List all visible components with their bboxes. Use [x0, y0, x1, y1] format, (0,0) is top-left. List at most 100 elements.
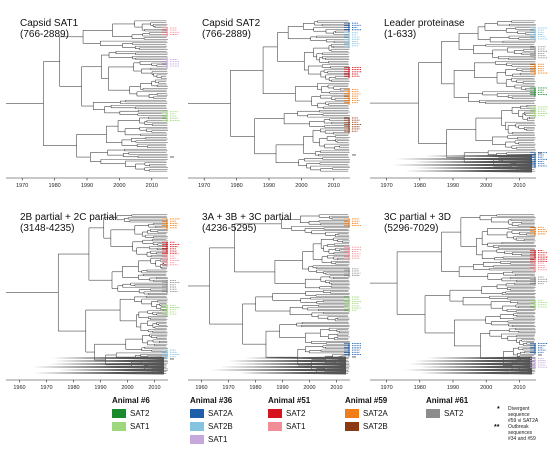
legend-item: SAT2B — [345, 422, 388, 431]
collapsed-clade — [408, 362, 532, 366]
collapsed-clade — [420, 371, 532, 375]
panel-title: 2B partial + 2C partial (3148-4235) — [20, 212, 116, 234]
legend-item: SAT2 — [426, 409, 463, 418]
axis-tick-label: 1970 — [16, 183, 28, 189]
axis-tick-label: 1980 — [249, 385, 261, 391]
panel-title: 3A + 3B + 3C partial (4236-5295) — [202, 212, 292, 234]
time-axis: 1970 1980 1990 2000 2010 — [370, 177, 536, 189]
legend-item: SAT1 — [190, 435, 227, 444]
legend-swatch — [190, 435, 204, 444]
panel-title-range: (4236-5295) — [202, 223, 257, 234]
axis-tick-label: 1990 — [447, 385, 459, 391]
panel-p4: 2B partial + 2C partial (3148-4235) ** 1960… — [0, 210, 182, 394]
divergent-note: Divergent sequence #59 vi SAT2A — [508, 406, 550, 424]
tree-branches — [6, 20, 168, 172]
outbreak-note-line1: Outbreak sequences — [508, 424, 533, 436]
legend-label: SAT2A — [363, 409, 388, 418]
collapsed-clade — [427, 356, 532, 360]
divergent-note-line1: Divergent sequence — [508, 406, 530, 418]
tree-branches — [370, 20, 536, 172]
collapsed-clades — [210, 356, 346, 375]
time-axis: 1960 1970 1980 1990 2000 2010 — [188, 379, 350, 391]
sample-clusters — [530, 27, 548, 169]
tree-branches — [370, 214, 536, 374]
legend-label: SAT2B — [363, 422, 388, 431]
outbreak-star-marker: ** — [170, 156, 174, 162]
legend-swatch — [112, 409, 126, 418]
tree-branches — [6, 214, 168, 374]
legend-swatch — [190, 409, 204, 418]
axis-tick-label: 1970 — [380, 183, 392, 189]
collapsed-clade — [405, 169, 532, 173]
collapsed-clades — [392, 154, 532, 173]
time-axis: 1970 1980 1990 2000 2010 — [370, 379, 536, 391]
collapsed-clade — [31, 365, 165, 369]
axis-tick-label: 1970 — [380, 385, 392, 391]
axis-tick-label: 1970 — [40, 385, 52, 391]
panel-title-name: Capsid SAT2 — [202, 18, 261, 29]
axis-tick-label: 2000 — [480, 385, 492, 391]
tree-branches — [188, 214, 350, 374]
legend-label: SAT2B — [208, 422, 233, 431]
legend-swatch — [268, 409, 282, 418]
legend-label: SAT1 — [208, 435, 228, 444]
panel-p6: 3C partial + 3D (5296-7029) ** 1970 1980 1990… — [364, 210, 550, 394]
outbreak-star-marker: ** — [352, 154, 356, 160]
sample-clusters — [162, 27, 180, 123]
divergent-note-line2: #59 vi SAT2A — [508, 418, 539, 424]
panel-title-name: Leader proteinase — [384, 18, 465, 29]
legend-label: SAT2A — [208, 409, 233, 418]
collapsed-clades — [31, 356, 165, 375]
panel-p3: Leader proteinase (1-633) ** 1970 1980 1990 20… — [364, 16, 550, 192]
collapsed-clade — [243, 356, 346, 360]
collapsed-clade — [392, 163, 532, 167]
phylogenetic-tree: ** 1970 1980 1990 2000 2010 — [188, 20, 362, 189]
axis-tick-label: 1990 — [263, 183, 275, 189]
axis-tick-label: 1980 — [67, 385, 79, 391]
axis-tick-label: 2000 — [303, 385, 315, 391]
collapsed-clade — [52, 356, 164, 360]
axis-tick-label: 2010 — [146, 183, 158, 189]
panel-p5: 3A + 3B + 3C partial (4236-5295) ** 1960 197… — [182, 210, 364, 394]
phylogenetic-tree: ** 1960 1970 1980 1990 2000 2010 — [188, 214, 362, 391]
collapsed-clade — [34, 371, 164, 375]
legend-item: SAT2 — [268, 409, 305, 418]
collapsed-clade — [49, 362, 164, 366]
legend-item: SAT1 — [112, 422, 149, 431]
time-axis: 1960 1970 1980 1990 2000 2010 — [6, 379, 168, 391]
collapsed-clade — [424, 154, 532, 158]
legend-swatch — [345, 409, 359, 418]
outbreak-star-marker: ** — [352, 356, 356, 362]
legend-label: SAT1 — [286, 422, 306, 431]
axis-tick-label: 2010 — [328, 183, 340, 189]
legend-item: SAT2A — [190, 409, 233, 418]
legend-swatch — [112, 422, 126, 431]
axis-tick-label: 1990 — [276, 385, 288, 391]
outbreak-star-marker: ** — [538, 152, 542, 158]
collapsed-clade — [404, 368, 532, 372]
collapsed-clade — [395, 157, 532, 161]
legend-animal-header: Animal #61 — [426, 396, 469, 405]
collapsed-clade — [414, 359, 532, 363]
panel-p2: Capsid SAT2 (766-2889) ** 1970 1980 1990 2000 2… — [182, 16, 364, 192]
outbreak-mark: ** — [494, 424, 500, 431]
panel-title: Capsid SAT1 (766-2889) — [20, 18, 78, 40]
sample-clusters — [344, 22, 362, 134]
axis-tick-label: 2000 — [295, 183, 307, 189]
collapsed-clade — [219, 365, 346, 369]
axis-tick-label: 2000 — [480, 183, 492, 189]
outbreak-star-marker: ** — [170, 358, 174, 364]
axis-tick-label: 1980 — [230, 183, 242, 189]
collapsed-clade — [231, 362, 346, 366]
panel-title-range: (766-2889) — [202, 29, 251, 40]
legend: Animal #6 SAT2 SAT1 Animal #36 SAT2A SAT2B SAT… — [0, 394, 550, 452]
axis-tick-label: 2010 — [330, 385, 342, 391]
legend-label: SAT1 — [130, 422, 150, 431]
axis-tick-label: 1970 — [198, 183, 210, 189]
time-axis: 1970 1980 1990 2000 2010 — [188, 177, 350, 189]
outbreak-star-marker: ** — [538, 354, 542, 360]
axis-tick-label: 2000 — [113, 183, 125, 189]
panel-title: Capsid SAT2 (766-2889) — [202, 18, 260, 40]
legend-item: SAT2A — [345, 409, 388, 418]
sample-clusters — [162, 218, 180, 359]
